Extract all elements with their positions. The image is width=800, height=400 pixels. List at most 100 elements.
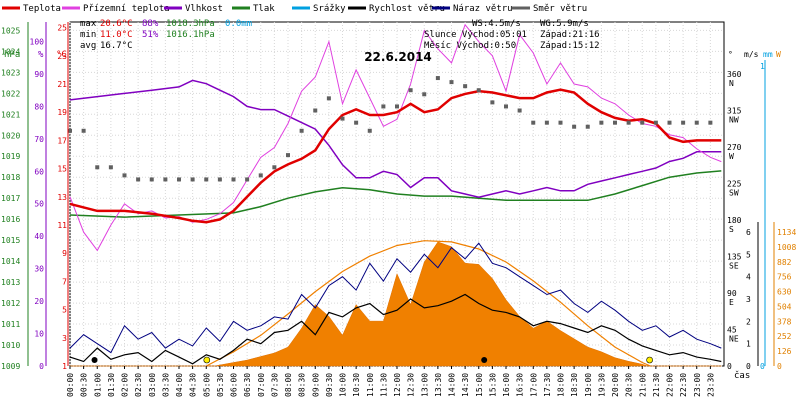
wind-dir-point bbox=[136, 177, 141, 182]
x-tick-label: 18:00 bbox=[557, 373, 566, 397]
y-tick-hpa: 1020 bbox=[1, 131, 20, 140]
x-tick-label: 10:00 bbox=[339, 373, 348, 397]
wind-dir-point bbox=[476, 88, 481, 93]
axes-layer: 1009101010111012101310141015101610171018… bbox=[1, 22, 796, 397]
y-tick-hpa: 1024 bbox=[1, 47, 20, 56]
y-tick-dir: 225 bbox=[727, 180, 742, 189]
y-tick-dir: 360 bbox=[727, 70, 742, 79]
y-tick-degc: 7 bbox=[62, 277, 67, 286]
wind-dir-point bbox=[490, 100, 495, 105]
y-tick-ms: 1 bbox=[746, 340, 751, 349]
x-tick-label: 05:30 bbox=[216, 373, 225, 397]
x-tick-label: 11:30 bbox=[379, 373, 388, 397]
y-tick-pct: 100 bbox=[30, 37, 45, 46]
wind-dir-point bbox=[299, 128, 304, 133]
x-tick-label: 07:00 bbox=[257, 373, 266, 397]
wind-dir-point bbox=[190, 177, 195, 182]
moon-set: Západ:15:12 bbox=[540, 41, 600, 51]
y-axis-title-mm: mm bbox=[763, 50, 773, 59]
wind-dir-point bbox=[149, 177, 154, 182]
y-tick-pct: 10 bbox=[34, 330, 44, 339]
x-tick-label: 09:30 bbox=[325, 373, 334, 397]
x-tick-label: 08:00 bbox=[284, 373, 293, 397]
x-tick-label: 01:00 bbox=[93, 373, 102, 397]
x-tick-label: 06:00 bbox=[230, 373, 239, 397]
y-axis-title-wm2: W bbox=[776, 50, 781, 59]
y-tick-dir-label: NW bbox=[729, 116, 739, 125]
x-tick-label: 22:30 bbox=[679, 373, 688, 397]
x-tick-label: 09:00 bbox=[311, 373, 320, 397]
moon-rise: Měsíc Východ:0:50 bbox=[424, 41, 516, 51]
x-tick-label: 08:30 bbox=[298, 373, 307, 397]
stat-max-hum: 88% bbox=[142, 19, 159, 29]
x-tick-label: 18:30 bbox=[570, 373, 579, 397]
x-tick-label: 14:30 bbox=[461, 373, 470, 397]
wind-dir-point bbox=[108, 165, 113, 170]
y-tick-dir: 135 bbox=[727, 253, 742, 262]
sun-set: Západ:21:16 bbox=[540, 30, 600, 40]
wind-dir-point bbox=[517, 108, 522, 113]
y-tick-wm2: 756 bbox=[777, 273, 792, 282]
y-tick-dir: 180 bbox=[727, 216, 742, 225]
wind-speed-avg: WS:4.5m/s bbox=[472, 19, 521, 29]
y-tick-pct: 40 bbox=[34, 232, 44, 241]
y-tick-hpa: 1014 bbox=[1, 257, 20, 266]
y-tick-hpa: 1022 bbox=[1, 89, 20, 98]
y-tick-dir: 0 bbox=[727, 362, 732, 371]
stat-min-hum: 51% bbox=[142, 30, 159, 40]
moon-rise-marker bbox=[91, 357, 98, 363]
y-tick-hpa: 1012 bbox=[1, 299, 20, 308]
wind-dir-point bbox=[504, 104, 508, 109]
y-tick-mm: 1 bbox=[760, 62, 765, 71]
y-tick-wm2: 378 bbox=[777, 317, 792, 326]
chart-title: 22.6.2014 bbox=[364, 50, 432, 64]
y-tick-hpa: 1017 bbox=[1, 194, 20, 203]
y-tick-hpa: 1013 bbox=[1, 278, 20, 287]
y-tick-degc: 15 bbox=[57, 165, 67, 174]
x-tick-label: 16:00 bbox=[502, 373, 511, 397]
x-tick-label: 02:00 bbox=[121, 373, 130, 397]
legend-label: Rychlost větru bbox=[369, 4, 445, 14]
x-tick-label: 23:00 bbox=[693, 373, 702, 397]
x-tick-label: 19:30 bbox=[597, 373, 606, 397]
x-tick-label: 22:00 bbox=[666, 373, 675, 397]
x-tick-label: 02:30 bbox=[134, 373, 143, 397]
wind-dir-point bbox=[95, 165, 100, 170]
x-tick-label: 16:30 bbox=[516, 373, 525, 397]
y-axis-title-pct: % bbox=[38, 50, 44, 60]
sun-rise-marker bbox=[203, 356, 211, 364]
y-tick-wm2: 504 bbox=[777, 302, 792, 311]
x-tick-label: 19:00 bbox=[584, 373, 593, 397]
y-tick-hpa: 1011 bbox=[1, 320, 20, 329]
x-tick-label: 20:00 bbox=[611, 373, 620, 397]
x-tick-label: 11:00 bbox=[366, 373, 375, 397]
legend-label: Přízemní teplota bbox=[83, 4, 170, 14]
x-tick-label: 13:00 bbox=[420, 373, 429, 397]
y-tick-wm2: 1134 bbox=[777, 228, 796, 237]
y-tick-wm2: 126 bbox=[777, 347, 792, 356]
y-tick-degc: 23 bbox=[57, 52, 67, 61]
clear-sky-curve bbox=[206, 240, 651, 367]
y-tick-pct: 30 bbox=[34, 265, 44, 274]
solar-layer bbox=[70, 240, 722, 367]
wind-dir-point bbox=[231, 177, 236, 182]
wind-dir-point bbox=[122, 173, 127, 178]
y-tick-dir: 315 bbox=[727, 107, 742, 116]
legend-label: Směr větru bbox=[533, 4, 587, 14]
legend-label: Teplota bbox=[23, 4, 61, 14]
series-pressure bbox=[69, 170, 722, 218]
y-tick-hpa: 1025 bbox=[1, 26, 20, 35]
wind-dir-point bbox=[204, 177, 209, 182]
y-tick-degc: 19 bbox=[57, 108, 67, 117]
y-tick-wm2: 252 bbox=[777, 332, 792, 341]
wind-dir-point bbox=[531, 120, 536, 125]
x-tick-label: 06:30 bbox=[243, 373, 252, 397]
y-tick-degc: 25 bbox=[57, 24, 67, 33]
y-tick-ms: 6 bbox=[746, 228, 751, 237]
wind-dir-point bbox=[313, 108, 318, 113]
y-tick-dir-label: S bbox=[729, 225, 734, 234]
y-tick-dir-label: N bbox=[729, 79, 734, 88]
wind-dir-point bbox=[694, 120, 699, 125]
sun-set-marker bbox=[646, 356, 653, 364]
x-tick-label: 04:30 bbox=[189, 373, 198, 397]
